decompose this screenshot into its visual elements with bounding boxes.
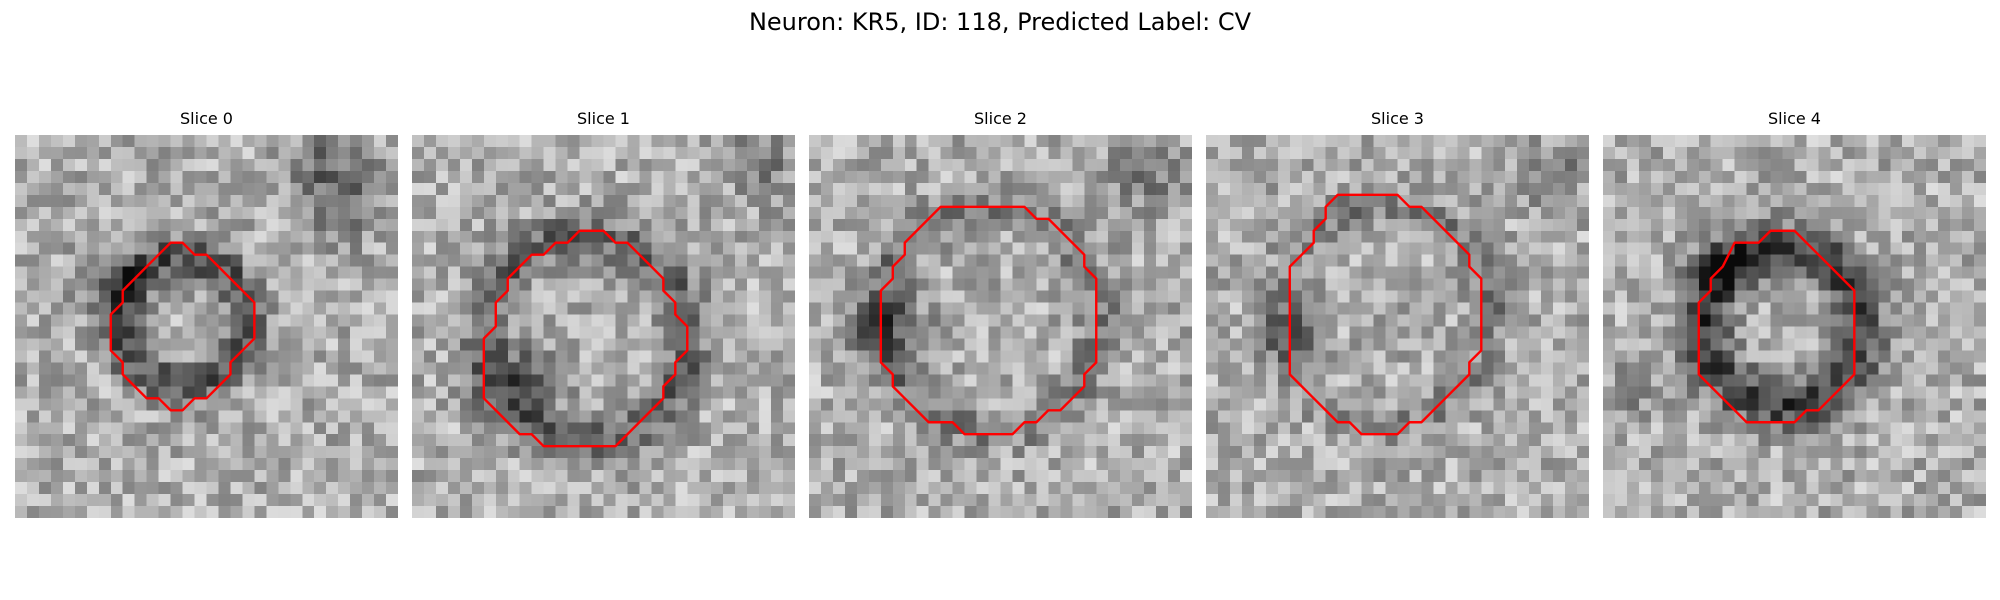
slice-title: Slice 4 [1768, 109, 1821, 128]
mask-contour [1206, 135, 1589, 518]
contour-line [1290, 195, 1482, 434]
mask-contour [809, 135, 1192, 518]
slice-image [412, 135, 795, 518]
contour-line [111, 243, 255, 411]
contour-line [881, 207, 1096, 434]
slice-title: Slice 1 [577, 109, 630, 128]
mask-contour [15, 135, 398, 518]
mask-contour [412, 135, 795, 518]
slice-title: Slice 3 [1371, 109, 1424, 128]
slice-title: Slice 2 [974, 109, 1027, 128]
mask-contour [1603, 135, 1986, 518]
slice-image [1603, 135, 1986, 518]
figure-title: Neuron: KR5, ID: 118, Predicted Label: C… [748, 8, 1252, 36]
slice-image [15, 135, 398, 518]
slice-image [1206, 135, 1589, 518]
contour-line [484, 231, 687, 446]
contour-line [1699, 231, 1855, 423]
slice-title: Slice 0 [180, 109, 233, 128]
slice-image [809, 135, 1192, 518]
